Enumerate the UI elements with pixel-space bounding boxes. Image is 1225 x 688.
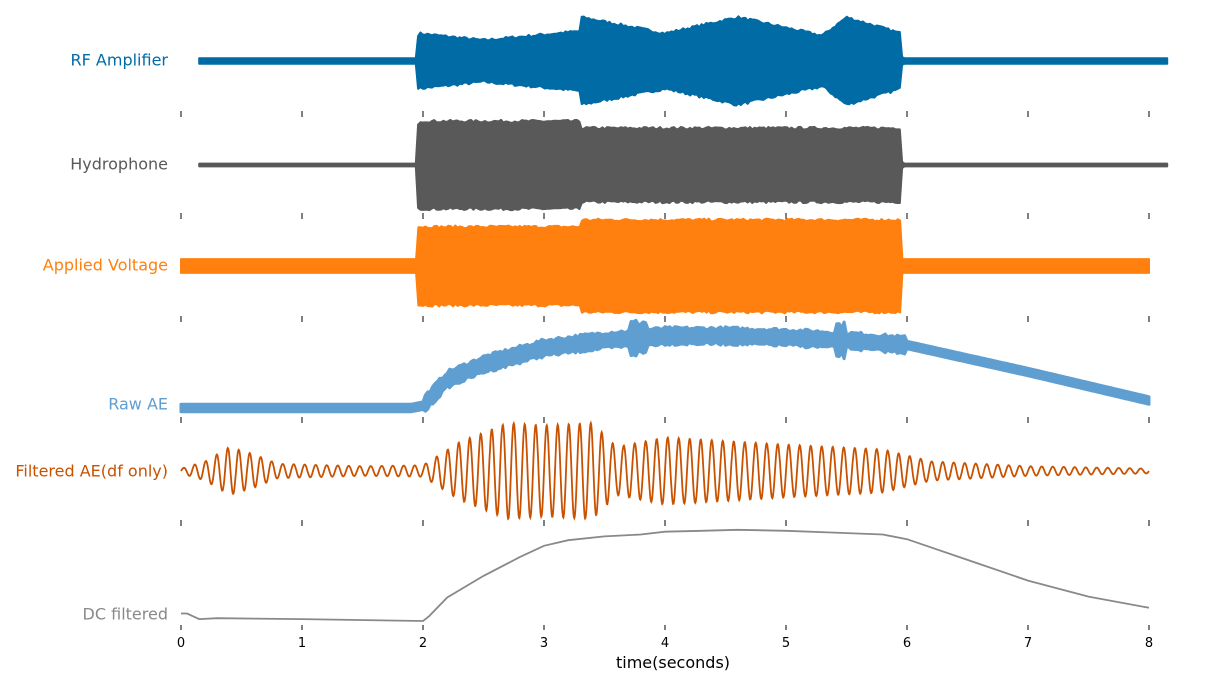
series-label-raw-ae: Raw AE (108, 395, 168, 414)
x-tick-label-5: 5 (782, 636, 790, 651)
x-tick-label-1: 1 (298, 636, 306, 651)
x-tick-label-4: 4 (661, 636, 669, 651)
series-label-rf-amplifier: RF Amplifier (71, 51, 169, 70)
series-line-filtered-ae-df-only (180, 420, 1150, 521)
x-tick-label-6: 6 (903, 636, 911, 651)
x-tick-label-0: 0 (177, 636, 185, 651)
series-label-hydrophone: Hydrophone (70, 155, 168, 174)
series-label-dc-filtered: DC filtered (83, 605, 168, 624)
series-label-applied-voltage: Applied Voltage (43, 256, 168, 275)
series-band-rf-amplifier (198, 15, 1169, 107)
series-line-dc-filtered (181, 528, 1150, 622)
series-band-raw-ae (179, 318, 1151, 414)
series-band-hydrophone (198, 118, 1169, 212)
x-tick-label-7: 7 (1024, 636, 1032, 651)
x-tick-label-8: 8 (1145, 636, 1153, 651)
x-tick-label-3: 3 (540, 636, 548, 651)
series-band-applied-voltage (180, 217, 1150, 315)
series-label-filtered-ae-df-only: Filtered AE(df only) (15, 462, 168, 481)
x-axis-label: time(seconds) (616, 653, 730, 672)
x-tick-label-2: 2 (419, 636, 427, 651)
